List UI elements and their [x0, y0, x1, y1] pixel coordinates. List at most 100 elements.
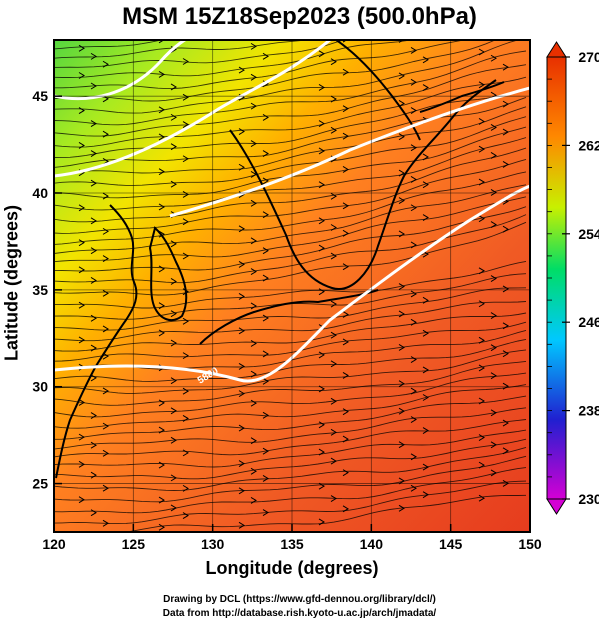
flow-arrow — [410, 78, 417, 86]
streamline — [54, 137, 527, 211]
flow-arrow — [262, 475, 269, 482]
flow-arrow — [182, 352, 189, 360]
flow-arrow — [170, 436, 177, 444]
flow-arrow — [422, 181, 429, 189]
flow-arrow — [398, 72, 405, 80]
colorbar-label: 230 — [578, 491, 599, 507]
flow-arrow — [479, 21, 484, 27]
streamline — [54, 338, 527, 382]
x-tick-label: 125 — [122, 536, 146, 552]
streamline — [54, 301, 527, 342]
flow-arrow — [318, 351, 325, 359]
flow-arrow — [410, 204, 417, 212]
flow-arrow — [330, 360, 337, 368]
flow-arrow — [78, 399, 85, 406]
flow-arrow — [158, 40, 165, 44]
flow-arrow — [422, 153, 429, 161]
flow-arrow — [90, 52, 97, 60]
flow-arrow — [182, 155, 189, 163]
flow-arrow — [238, 390, 245, 398]
flow-arrow — [342, 68, 349, 76]
flow-arrow — [90, 509, 97, 517]
streamline — [54, 455, 527, 503]
streamline — [54, 395, 527, 440]
flow-arrow — [410, 47, 417, 54]
flow-arrow — [491, 0, 496, 1]
flow-arrow — [422, 329, 429, 337]
flow-arrow — [102, 352, 109, 360]
flow-arrow — [411, 10, 416, 16]
flow-arrow — [170, 310, 177, 318]
flow-arrow — [158, 230, 165, 238]
flow-arrow — [410, 241, 417, 249]
flow-arrow — [102, 519, 109, 527]
flow-arrow — [502, 160, 509, 168]
flow-arrow — [330, 428, 337, 436]
streamline — [54, 76, 527, 148]
flow-arrow — [422, 56, 429, 64]
flow-arrow — [490, 275, 497, 282]
flow-arrow — [318, 50, 325, 58]
flow-arrow — [398, 100, 405, 107]
flow-arrow — [398, 133, 405, 141]
flow-arrow — [182, 252, 189, 260]
flow-arrow — [490, 409, 497, 417]
flow-arrow — [490, 469, 497, 477]
flow-arrow — [330, 300, 337, 308]
flow-arrow — [330, 126, 337, 134]
flow-arrow — [239, 31, 244, 37]
flow-arrow — [158, 426, 165, 434]
flow-arrow — [423, 20, 428, 26]
flow-arrow — [502, 419, 509, 427]
flow-arrow — [158, 329, 165, 337]
flow-arrow — [90, 82, 97, 90]
flow-arrow — [422, 366, 429, 374]
footer-credit: Drawing by DCL (https://www.gfd-dennou.o… — [163, 594, 436, 605]
flow-arrow — [490, 152, 497, 159]
flow-arrow — [170, 474, 177, 482]
flow-arrow — [318, 217, 325, 225]
colorbar-label: 254 — [578, 226, 599, 242]
streamline — [54, 40, 467, 90]
flow-arrow — [262, 52, 269, 60]
flow-arrow — [102, 60, 109, 68]
flow-arrow — [78, 460, 85, 468]
flow-arrow — [318, 448, 325, 456]
y-tick-label: 25 — [32, 476, 48, 492]
flow-arrow — [158, 496, 165, 504]
streamline — [54, 407, 527, 450]
streamline — [54, 384, 527, 429]
flow-arrow — [102, 192, 109, 200]
flow-arrow — [158, 203, 165, 211]
flow-arrow — [102, 227, 109, 235]
flow-arrow — [342, 40, 348, 43]
flow-arrow — [330, 331, 337, 339]
flow-arrow — [318, 482, 325, 490]
streamline — [54, 96, 527, 168]
flow-arrow — [398, 441, 405, 449]
x-tick-label: 145 — [439, 536, 463, 552]
flow-arrow — [250, 437, 257, 445]
flow-arrow — [318, 120, 325, 128]
flow-arrow — [342, 338, 349, 346]
flow-arrow — [90, 314, 97, 322]
flow-arrow — [102, 449, 109, 457]
flow-arrow — [90, 120, 97, 128]
flow-arrow — [502, 100, 509, 108]
streamline — [54, 372, 527, 418]
flow-arrow — [78, 239, 85, 247]
flow-arrow — [182, 415, 189, 422]
flow-arrow — [398, 380, 405, 388]
flow-arrow — [502, 447, 509, 455]
flow-arrow — [318, 147, 325, 155]
flow-arrow — [410, 484, 417, 492]
flow-arrow — [182, 512, 189, 520]
flow-arrow — [102, 387, 109, 395]
streamline — [54, 116, 527, 186]
flow-arrow — [478, 145, 485, 153]
footer-source: Data from http://database.rish.kyoto-u.a… — [162, 608, 437, 619]
flow-arrow — [158, 461, 165, 469]
flow-arrow — [410, 290, 417, 298]
flow-arrow — [410, 356, 417, 363]
colorbar-label: 270 — [578, 49, 599, 65]
